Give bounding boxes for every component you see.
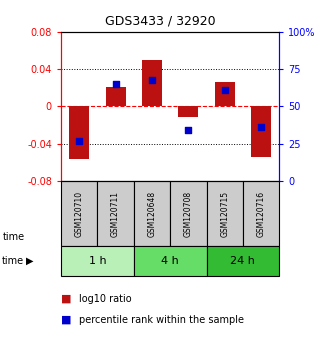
- Text: GSM120716: GSM120716: [256, 190, 265, 236]
- Text: GSM120648: GSM120648: [147, 190, 156, 236]
- Text: GSM120710: GSM120710: [75, 190, 84, 236]
- Bar: [61, 246, 134, 276]
- Text: ▶: ▶: [26, 256, 34, 266]
- Bar: [170, 181, 206, 246]
- Bar: [106, 87, 126, 106]
- Bar: [215, 82, 235, 106]
- Text: percentile rank within the sample: percentile rank within the sample: [79, 315, 244, 325]
- Bar: [243, 181, 279, 246]
- Point: [77, 138, 82, 143]
- Bar: [251, 106, 271, 156]
- Point: [222, 87, 227, 93]
- Bar: [97, 181, 134, 246]
- Bar: [134, 246, 206, 276]
- Text: time: time: [3, 232, 25, 242]
- Text: GDS3433 / 32920: GDS3433 / 32920: [105, 14, 216, 27]
- Bar: [61, 181, 97, 246]
- Text: time: time: [2, 256, 24, 266]
- Point: [113, 81, 118, 87]
- Bar: [178, 106, 198, 118]
- Text: 4 h: 4 h: [161, 256, 179, 266]
- Text: GSM120715: GSM120715: [220, 190, 229, 236]
- Point: [149, 77, 154, 82]
- Point: [186, 127, 191, 133]
- Bar: [142, 60, 162, 106]
- Bar: [69, 106, 89, 159]
- Bar: [134, 181, 170, 246]
- Text: ■: ■: [61, 294, 72, 304]
- Text: GSM120711: GSM120711: [111, 190, 120, 236]
- Text: 24 h: 24 h: [230, 256, 255, 266]
- Bar: [206, 181, 243, 246]
- Text: 1 h: 1 h: [89, 256, 106, 266]
- Text: log10 ratio: log10 ratio: [79, 294, 131, 304]
- Text: GSM120708: GSM120708: [184, 190, 193, 236]
- Point: [258, 124, 264, 130]
- Bar: [206, 246, 279, 276]
- Text: ■: ■: [61, 315, 72, 325]
